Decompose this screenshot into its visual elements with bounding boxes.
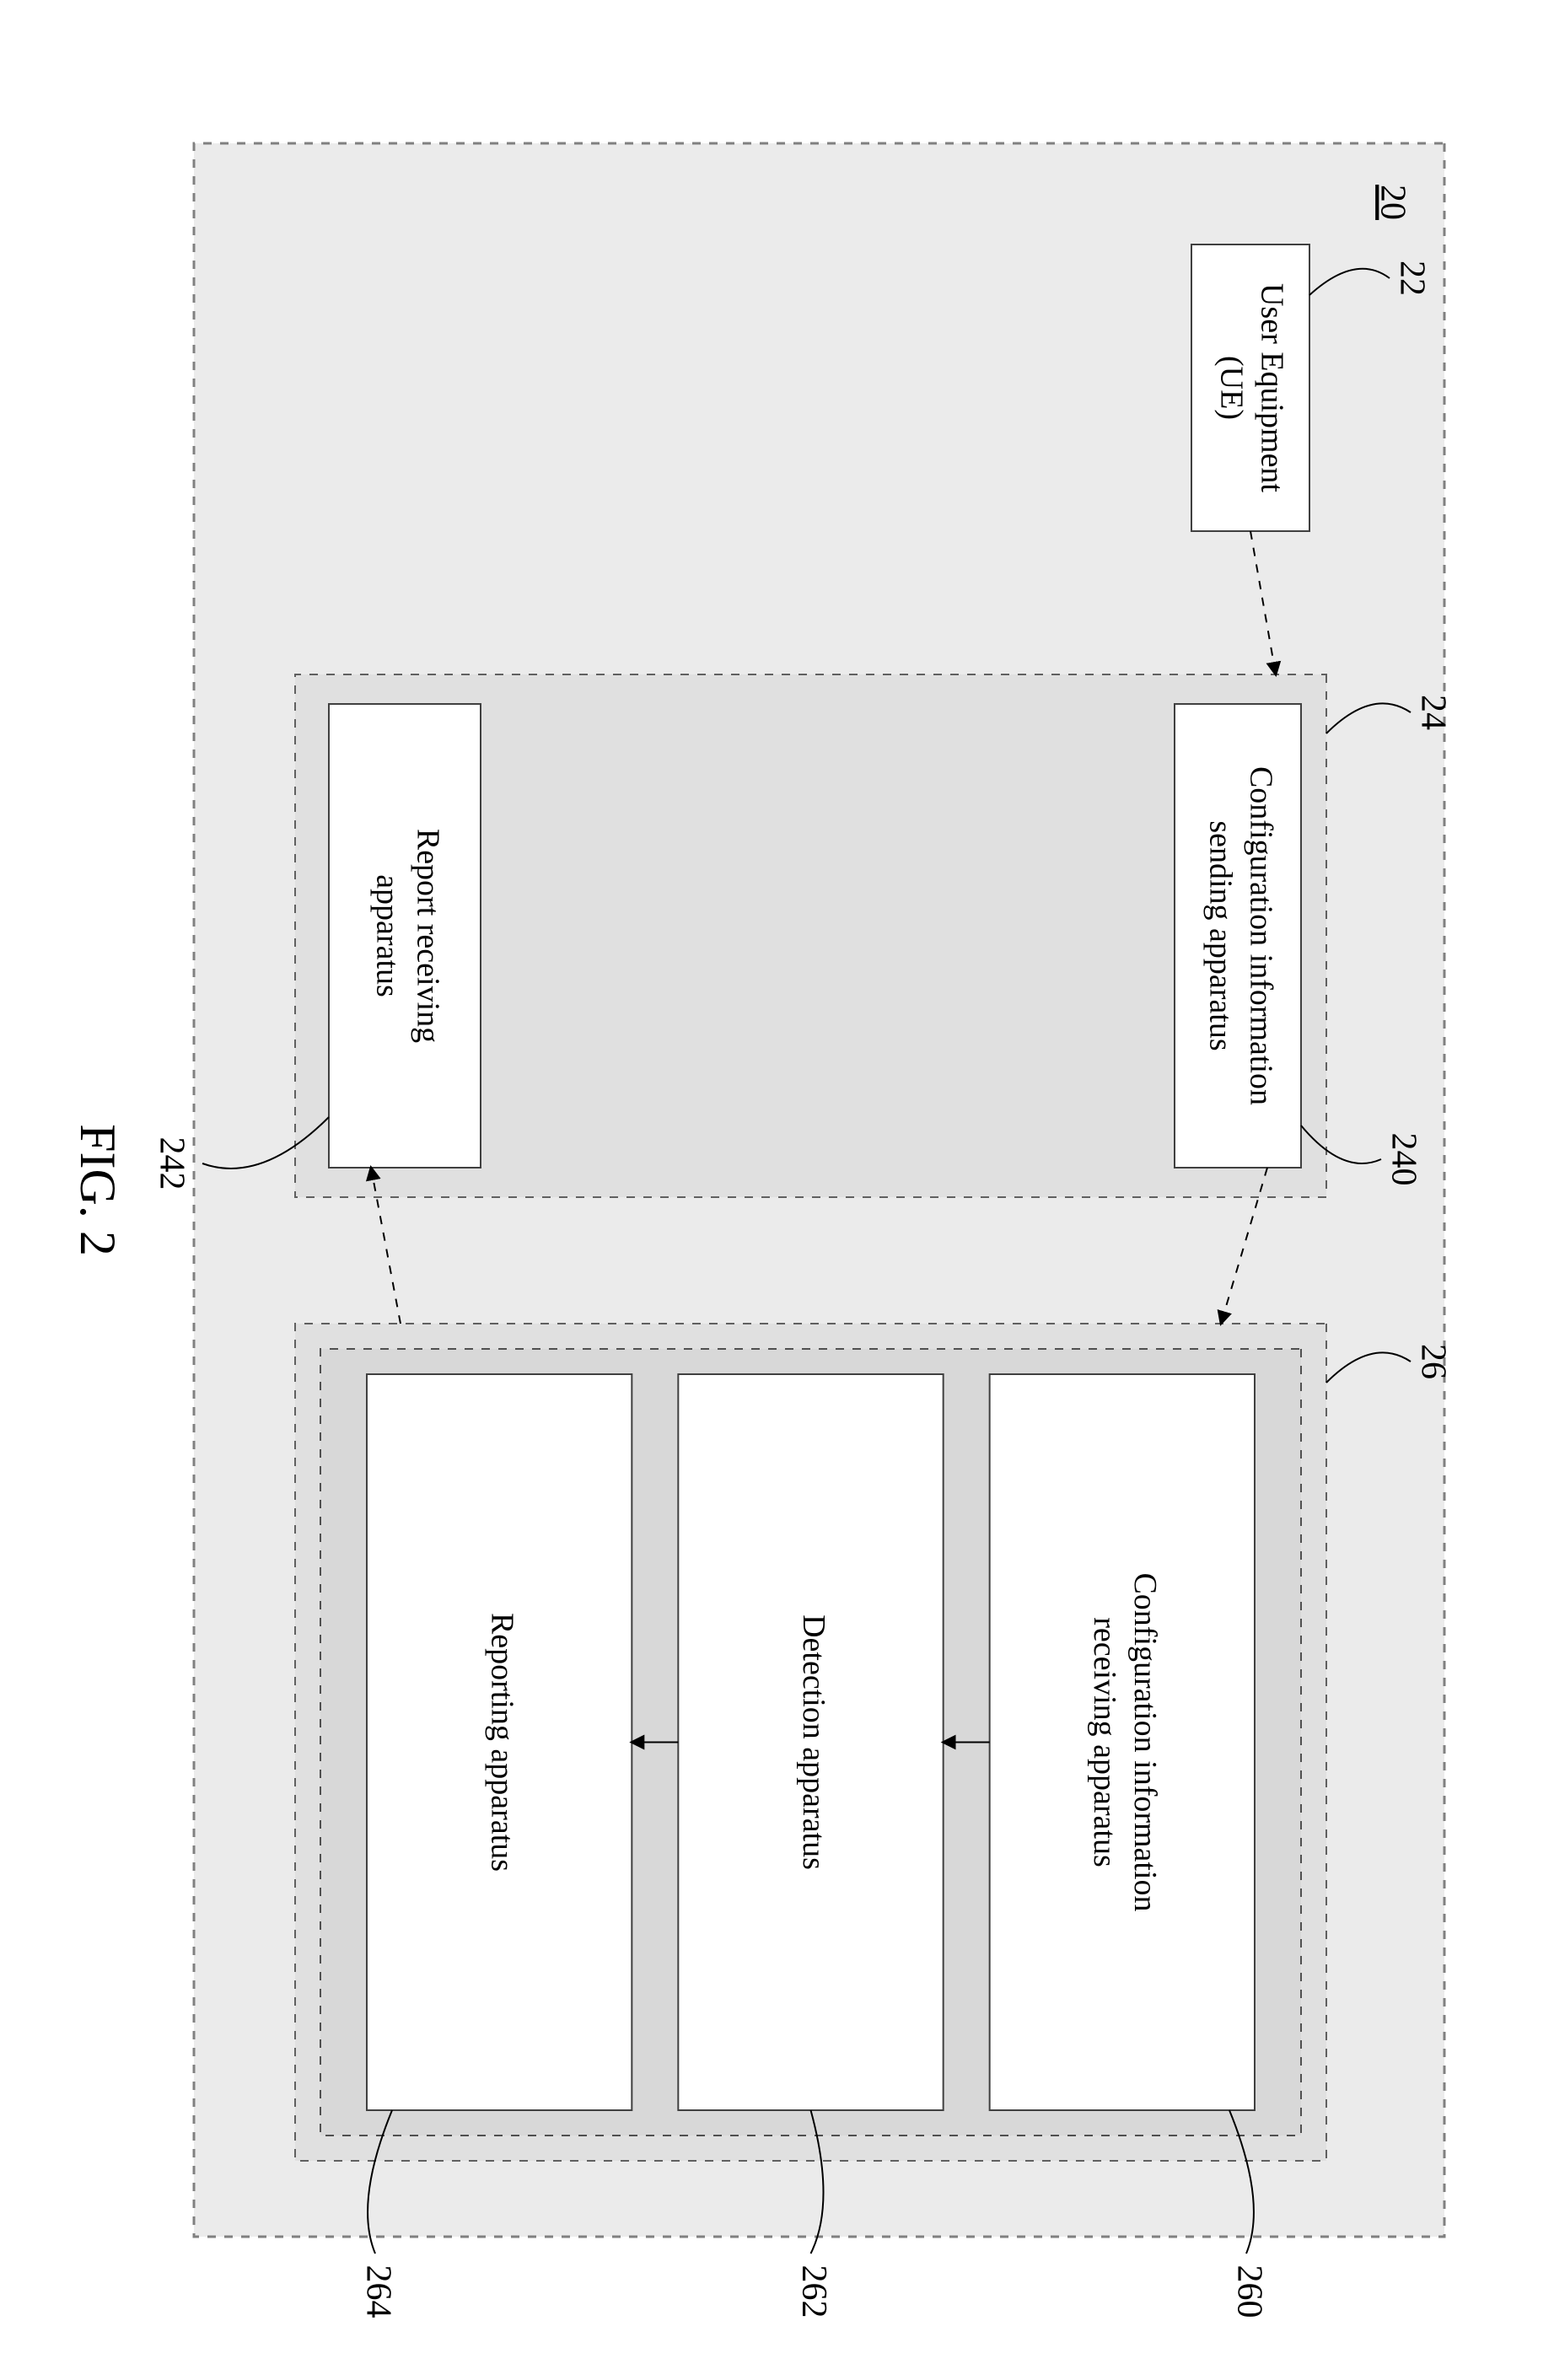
ue-label-2: (UE)	[1213, 356, 1249, 420]
reporting-l1: Reporting apparatus	[484, 1613, 519, 1872]
svg-text:26: 26	[1413, 1344, 1452, 1379]
svg-text:24: 24	[1413, 695, 1452, 730]
config-send-l1: Configuration information	[1243, 766, 1278, 1105]
svg-text:22: 22	[1392, 261, 1431, 296]
svg-text:242: 242	[152, 1137, 191, 1190]
ref-20: 20	[1373, 185, 1412, 220]
svg-text:262: 262	[794, 2265, 833, 2318]
svg-text:240: 240	[1384, 1133, 1422, 1186]
report-recv-l1: Report receiving	[410, 829, 445, 1043]
detection-l1: Detection apparatus	[796, 1614, 831, 1870]
svg-text:260: 260	[1229, 2265, 1268, 2318]
config-recv-l2: receiving apparatus	[1087, 1617, 1122, 1867]
ue-box	[1191, 244, 1309, 531]
config-send-l2: sending apparatus	[1202, 820, 1238, 1050]
report-recv-l2: apparatus	[369, 874, 405, 997]
figure-label: FIG. 2	[70, 1124, 126, 1256]
config-recv-l1: Configuration information	[1127, 1572, 1163, 1911]
ue-label-1: User Equipment	[1254, 283, 1289, 492]
svg-text:264: 264	[358, 2265, 397, 2318]
